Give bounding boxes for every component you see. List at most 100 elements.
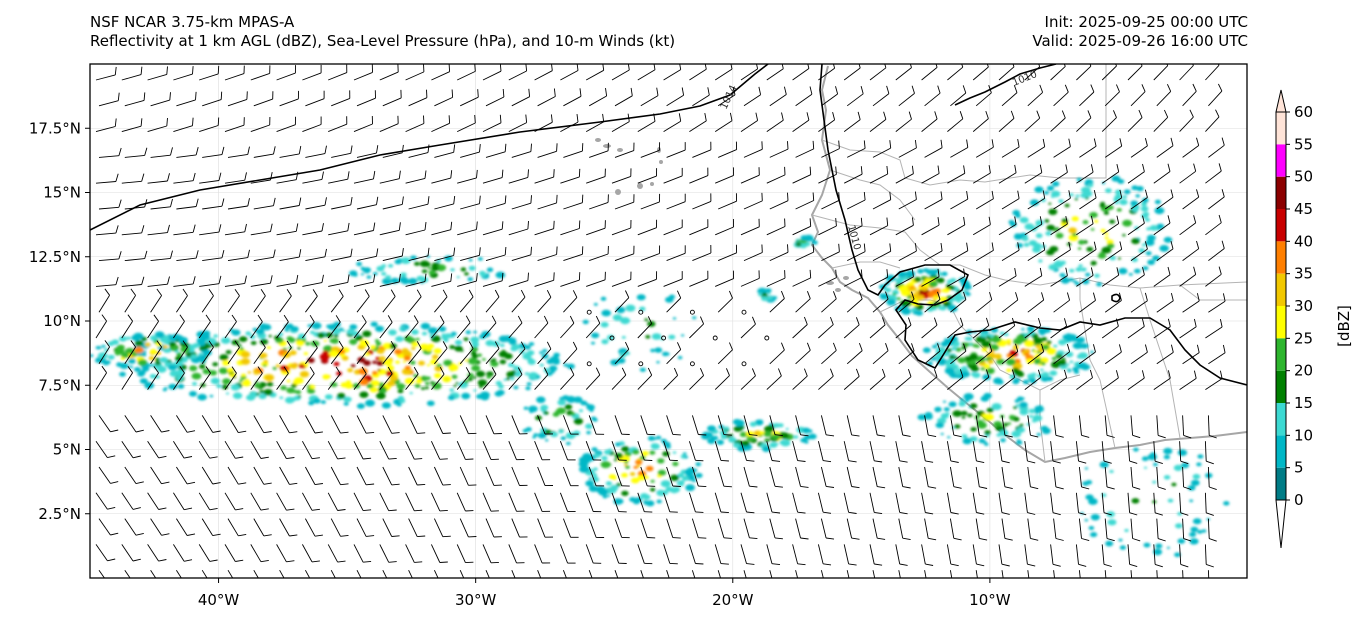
barb-staff — [124, 466, 137, 484]
barb-flag — [809, 218, 812, 227]
barb-flag — [624, 290, 630, 298]
wind-barb — [98, 92, 120, 107]
barb-flag — [695, 563, 704, 565]
reflectivity-cell — [928, 270, 935, 275]
reflectivity-cell — [980, 332, 988, 338]
barb-staff — [98, 155, 119, 158]
reflectivity-cell — [343, 402, 349, 406]
barb-staff — [147, 321, 159, 339]
barb-staff — [201, 415, 214, 433]
barb-flag — [576, 64, 579, 71]
barb-flag — [728, 290, 733, 299]
reflectivity-cell — [988, 338, 993, 342]
reflectivity-cell — [498, 351, 508, 358]
reflectivity-cell — [984, 442, 989, 446]
barb-staff — [356, 466, 367, 486]
barb-flag — [1092, 344, 1096, 353]
barb-flag — [1193, 370, 1197, 379]
reflectivity-cell — [761, 292, 768, 297]
barb-staff — [769, 349, 785, 365]
barb-flag — [117, 92, 120, 101]
wind-barb — [1127, 318, 1145, 339]
reflectivity-cell — [947, 304, 957, 311]
wind-barb — [949, 466, 962, 489]
reflectivity-cell — [431, 335, 441, 343]
wind-barb — [276, 440, 295, 460]
barb-staff — [328, 123, 347, 133]
barb-staff — [1101, 274, 1119, 287]
barb-flag — [1119, 189, 1123, 198]
barb-flag — [184, 456, 193, 459]
reflectivity-cell — [220, 369, 226, 373]
reflectivity-cell — [1181, 462, 1190, 469]
barb-staff — [408, 518, 418, 537]
wind-barb — [459, 570, 465, 578]
wind-barb — [818, 269, 837, 287]
reflectivity-cell — [621, 446, 630, 452]
reflectivity-cell — [467, 357, 478, 365]
reflectivity-cell — [528, 342, 535, 346]
barb-flag — [1118, 292, 1122, 301]
wind-barb — [434, 289, 448, 313]
barb-flag — [161, 533, 170, 536]
barb-flag — [780, 342, 785, 351]
reflectivity-cell — [975, 355, 986, 363]
wind-barb — [972, 369, 990, 390]
barb-flag — [902, 537, 911, 541]
barb-staff — [946, 544, 952, 565]
barb-flag — [911, 343, 915, 352]
barb-staff — [456, 492, 466, 512]
barb-flag — [1106, 486, 1115, 490]
reflectivity-cell — [1159, 245, 1169, 252]
wind-barb — [279, 90, 299, 107]
reflectivity-cell — [765, 288, 772, 293]
reflectivity-cell — [468, 258, 473, 262]
wind-barb — [1027, 190, 1046, 210]
reflectivity-cell — [1197, 454, 1204, 459]
barb-flag — [812, 192, 815, 201]
reflectivity-cell — [370, 380, 380, 387]
wind-barb — [769, 570, 773, 578]
barb-flag — [985, 369, 990, 378]
reflectivity-cell — [625, 304, 636, 312]
barb-staff — [382, 347, 396, 365]
barb-staff — [276, 321, 289, 339]
reflectivity-cell — [1066, 337, 1073, 342]
barb-flag — [1065, 267, 1068, 276]
barb-staff — [898, 298, 915, 313]
reflectivity-cell — [298, 363, 305, 369]
reflectivity-cell — [989, 334, 994, 338]
barb-flag — [135, 532, 144, 536]
wind-barb — [611, 168, 632, 184]
barb-staff — [586, 279, 606, 287]
barb-staff — [534, 228, 554, 236]
barb-staff — [972, 172, 991, 184]
reflectivity-cell — [340, 353, 346, 358]
wind-barb — [614, 87, 633, 107]
reflectivity-cell — [179, 337, 188, 343]
wind-barb — [586, 168, 606, 184]
reflectivity-cell — [388, 264, 394, 268]
reflectivity-cell — [707, 425, 716, 432]
wind-barb — [563, 341, 578, 365]
barb-staff — [95, 492, 108, 510]
reflectivity-cell — [1003, 422, 1009, 427]
wind-barb — [173, 66, 194, 81]
barb-flag — [1001, 512, 1010, 515]
barb-staff — [588, 466, 597, 486]
reflectivity-cell — [578, 456, 589, 464]
barb-flag — [417, 535, 426, 538]
wind-barb — [792, 166, 812, 184]
barb-flag — [787, 141, 789, 150]
barb-flag — [903, 590, 911, 591]
barb-flag — [823, 563, 832, 566]
reflectivity-cell — [482, 358, 486, 361]
reflectivity-cell — [660, 480, 671, 488]
wind-barb — [1050, 492, 1061, 516]
wind-barb — [198, 440, 218, 459]
reflectivity-cell — [1086, 246, 1094, 252]
wind-barb — [1182, 293, 1200, 313]
wind-barb — [1130, 518, 1141, 542]
barb-staff — [382, 296, 396, 313]
barb-flag — [167, 224, 170, 233]
